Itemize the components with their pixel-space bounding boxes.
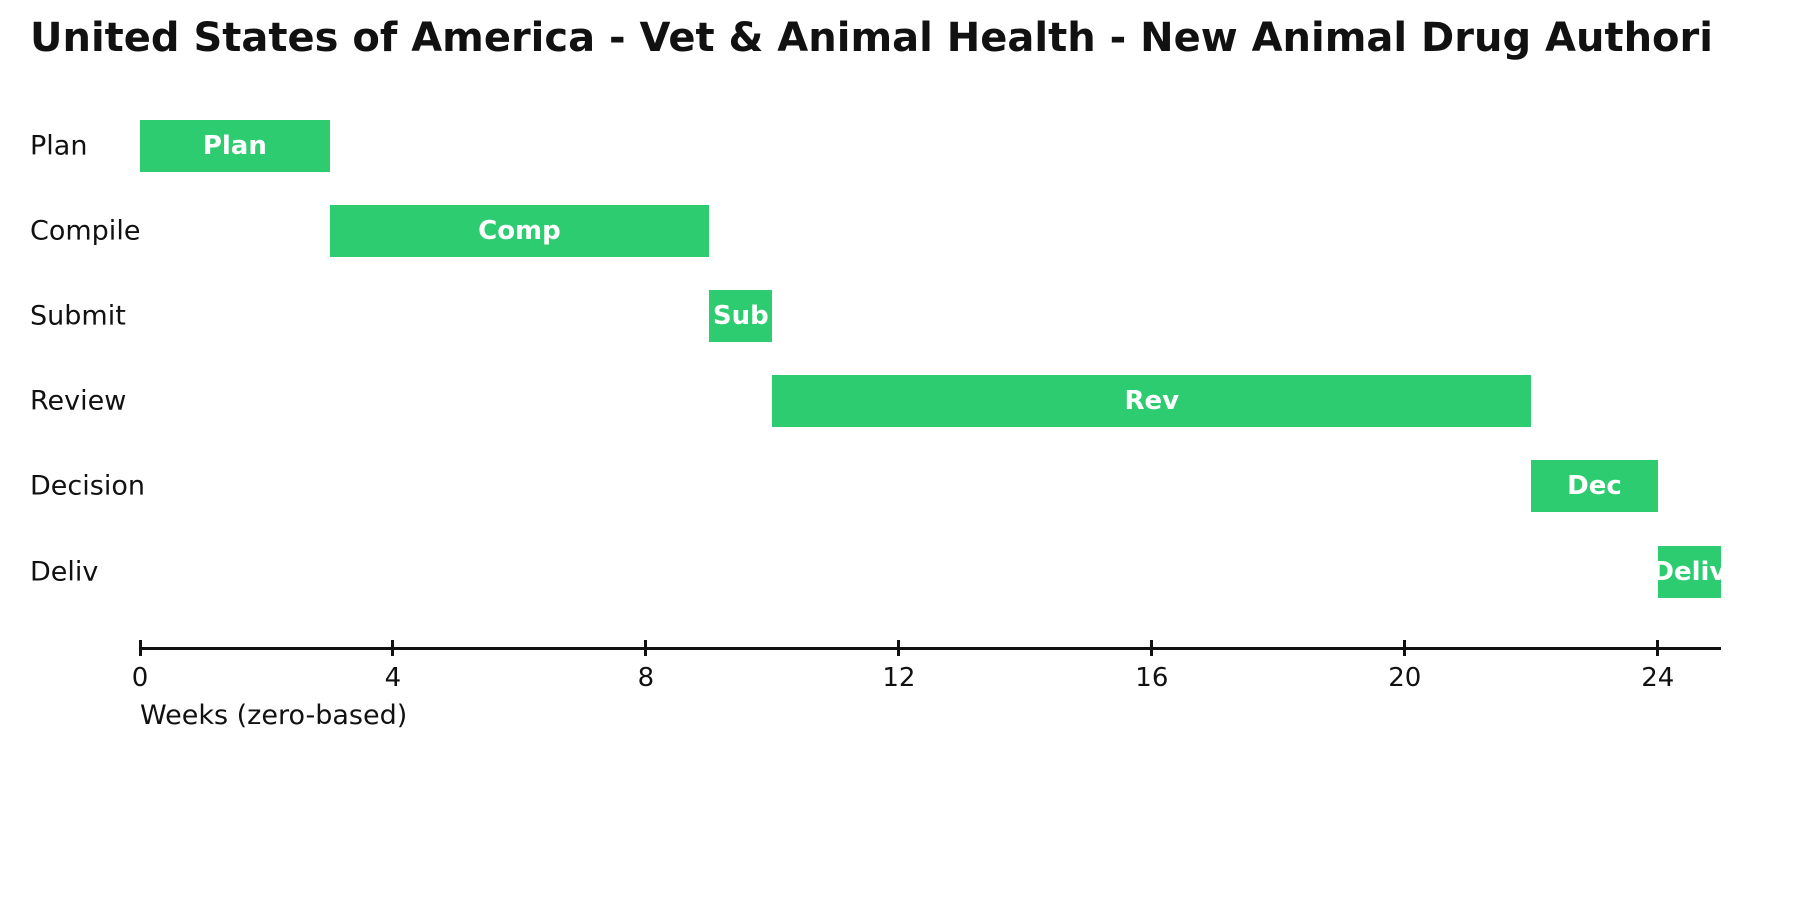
x-tick-20 <box>1403 640 1407 656</box>
row-label-decision: Decision <box>30 470 145 502</box>
x-tick-8 <box>644 640 648 656</box>
x-tick-16 <box>1150 640 1154 656</box>
gantt-bar-submit: Sub <box>709 289 773 342</box>
bar-label-compile: Comp <box>478 215 561 246</box>
bar-label-decision: Dec <box>1567 471 1622 502</box>
x-tick-label-12: 12 <box>882 663 916 693</box>
bar-label-plan: Plan <box>202 130 267 161</box>
gantt-bar-decision: Dec <box>1531 460 1658 513</box>
bar-label-submit: Sub <box>712 300 769 331</box>
x-axis-label: Weeks (zero-based) <box>140 700 408 731</box>
x-tick-label-8: 8 <box>637 663 655 693</box>
row-label-plan: Plan <box>30 130 88 161</box>
x-tick-24 <box>1656 640 1660 656</box>
x-tick-12 <box>897 640 901 656</box>
chart-title: United States of America - Vet & Animal … <box>30 15 1713 61</box>
gantt-bar-review: Rev <box>772 375 1532 428</box>
gantt-bar-deliv: Deliv <box>1657 545 1721 598</box>
row-label-deliv: Deliv <box>30 556 99 587</box>
x-tick-label-24: 24 <box>1641 663 1675 693</box>
x-tick-label-20: 20 <box>1388 663 1422 693</box>
x-tick-0 <box>138 640 142 656</box>
row-label-review: Review <box>30 385 127 417</box>
x-tick-label-16: 16 <box>1135 663 1169 693</box>
x-tick-label-0: 0 <box>131 663 149 693</box>
gantt-bar-compile: Comp <box>329 204 710 257</box>
row-label-compile: Compile <box>30 215 141 247</box>
bar-label-review: Rev <box>1124 386 1180 417</box>
x-tick-4 <box>391 640 395 656</box>
x-axis-line <box>140 646 1721 650</box>
row-label-submit: Submit <box>30 300 126 332</box>
gantt-bar-plan: Plan <box>140 119 330 172</box>
bar-label-deliv: Deliv <box>1657 556 1721 587</box>
x-tick-label-4: 4 <box>384 663 402 693</box>
